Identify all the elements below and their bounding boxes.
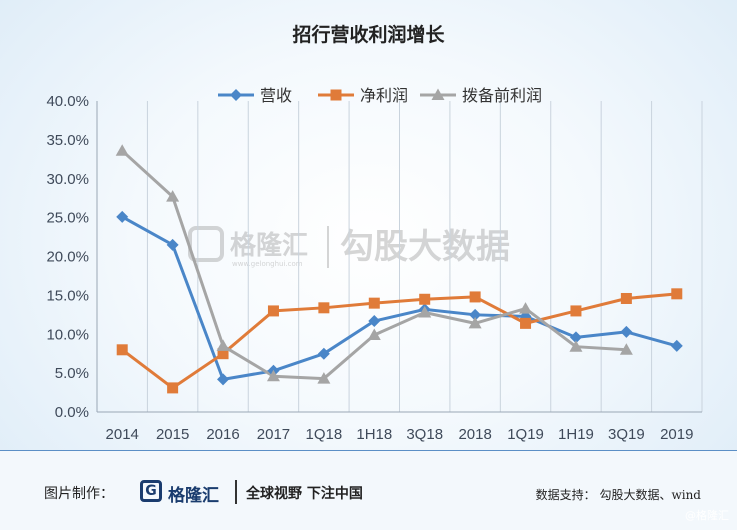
data-point-diamond — [166, 238, 179, 251]
legend: 营收 净利润 拨备前利润 — [218, 86, 542, 105]
data-point-triangle — [431, 88, 445, 100]
y-tick-label: 20.0% — [46, 249, 89, 266]
y-tick-label: 10.0% — [46, 326, 89, 343]
footer-logo-name: 格隆汇 — [168, 486, 219, 506]
x-tick-label: 1Q19 — [507, 426, 544, 443]
watermark-logo-text: 格隆汇 — [230, 230, 308, 261]
y-tick-label: 15.0% — [46, 287, 89, 304]
y-tick-label: 30.0% — [46, 171, 89, 188]
data-point-square — [368, 297, 380, 309]
data-point-square — [167, 382, 179, 394]
data-point-square — [469, 291, 481, 303]
watermark-logo-sub: www.gelonghui.com — [232, 260, 303, 268]
x-tick-label: 1Q18 — [306, 426, 343, 443]
x-tick-label: 2017 — [257, 426, 290, 443]
data-point-diamond — [620, 325, 633, 338]
footer-made-by: 图片制作： — [44, 486, 114, 502]
data-point-triangle — [468, 316, 482, 329]
y-tick-label: 40.0% — [46, 93, 89, 110]
data-point-diamond — [368, 315, 381, 328]
y-tick-label: 0.0% — [55, 404, 89, 421]
watermark: 格隆汇 www.gelonghui.com 勾股大数据 — [188, 226, 510, 268]
data-point-square — [520, 317, 532, 329]
data-point-diamond — [569, 331, 582, 344]
legend-label: 净利润 — [360, 86, 408, 105]
line-chart: 格隆汇 www.gelonghui.com 勾股大数据 0.0% 5.0% 10.0… — [46, 86, 703, 443]
x-tick-label: 3Q18 — [406, 426, 443, 443]
x-tick-label: 1H19 — [558, 426, 594, 443]
data-point-diamond — [230, 89, 242, 101]
footer-logo-icon: G — [140, 480, 162, 502]
data-point-diamond — [116, 210, 129, 223]
data-point-diamond — [469, 308, 482, 321]
data-point-triangle — [216, 339, 230, 351]
watermark-divider — [327, 226, 329, 268]
y-tick-label: 35.0% — [46, 132, 89, 149]
data-point-square — [620, 292, 632, 304]
x-tick-label: 2019 — [660, 426, 693, 443]
footer-source: 数据支持： 勾股大数据、wind — [535, 488, 701, 502]
x-tick-label: 2018 — [458, 426, 491, 443]
axes — [96, 101, 702, 413]
footer-divider — [235, 480, 237, 504]
grid — [96, 101, 703, 412]
data-point-triangle — [418, 305, 432, 318]
data-point-triangle — [619, 343, 633, 355]
data-point-diamond — [317, 347, 330, 360]
y-tick-label: 5.0% — [55, 365, 89, 382]
data-point-diamond — [217, 373, 230, 386]
series-line — [121, 292, 677, 390]
watermark-logo-icon — [188, 226, 224, 262]
x-tick-label: 2016 — [206, 426, 239, 443]
x-tick-label: 2015 — [156, 426, 189, 443]
data-point-square — [330, 89, 342, 101]
data-point-square — [570, 305, 582, 317]
data-point-square — [318, 302, 330, 314]
x-tick-label: 3Q19 — [608, 426, 645, 443]
data-point-square — [217, 348, 229, 360]
data-point-square — [267, 305, 279, 317]
legend-label: 营收 — [260, 86, 292, 105]
data-point-diamond — [670, 339, 683, 352]
y-tick-label: 25.0% — [46, 210, 89, 227]
x-tick-label: 1H18 — [356, 426, 392, 443]
data-point-square — [419, 293, 431, 305]
watermark-brand: 勾股大数据 — [340, 227, 510, 267]
footer: 图片制作： G 格隆汇 全球视野 下注中国 数据支持： 勾股大数据、wind — [0, 450, 737, 530]
series-line — [121, 215, 678, 381]
x-axis-ticks: 2014 2015 2016 2017 1Q18 1H18 3Q18 2018 1Q19 1H19… — [106, 426, 694, 443]
footer-slogan: 全球视野 下注中国 — [246, 486, 363, 502]
data-point-triangle — [519, 302, 533, 314]
data-point-triangle — [569, 340, 583, 352]
y-axis-ticks: 0.0% 5.0% 10.0% 15.0% 20.0% 25.0% 30.0% 35.0% 40… — [46, 93, 89, 421]
data-point-triangle — [166, 190, 180, 202]
data-point-square — [671, 288, 683, 300]
series-markers — [115, 144, 683, 394]
data-point-triangle — [115, 144, 129, 156]
corner-watermark: @格隆汇 — [685, 509, 729, 522]
data-point-triangle — [266, 369, 280, 382]
chart-title: 招行营收利润增长 — [292, 24, 445, 46]
legend-label: 拨备前利润 — [462, 86, 542, 105]
data-point-triangle — [317, 372, 331, 384]
x-tick-label: 2014 — [106, 426, 139, 443]
data-point-square — [116, 344, 128, 356]
data-point-triangle — [367, 328, 381, 341]
